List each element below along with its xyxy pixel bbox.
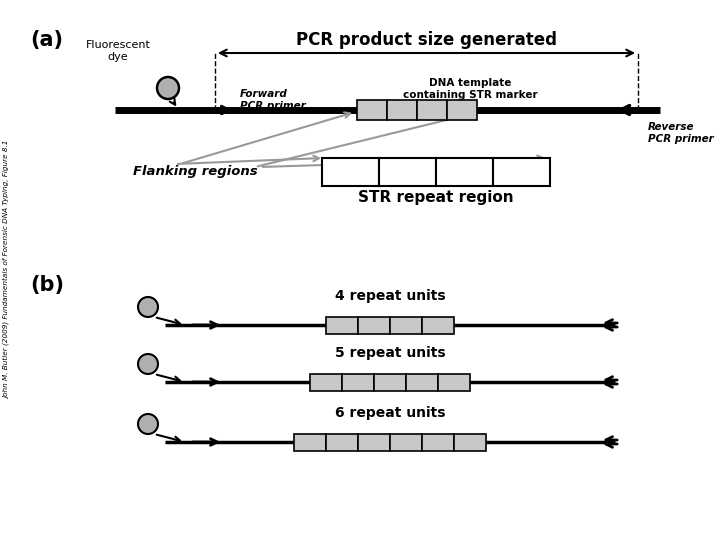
- Text: Forward
PCR primer: Forward PCR primer: [240, 89, 306, 111]
- Bar: [310, 374, 342, 390]
- Circle shape: [138, 297, 158, 317]
- Bar: [390, 316, 422, 334]
- Bar: [374, 374, 406, 390]
- Text: (a): (a): [30, 30, 63, 50]
- Bar: [454, 434, 486, 450]
- Bar: [326, 316, 358, 334]
- Bar: [379, 158, 436, 186]
- Circle shape: [157, 77, 179, 99]
- Text: 4 repeat units: 4 repeat units: [335, 289, 445, 303]
- Bar: [436, 158, 493, 186]
- Bar: [390, 434, 422, 450]
- Bar: [406, 374, 438, 390]
- Bar: [422, 316, 454, 334]
- Text: GATA: GATA: [393, 167, 422, 177]
- Bar: [417, 100, 447, 120]
- Text: GATA: GATA: [507, 167, 536, 177]
- Text: (b): (b): [30, 275, 64, 295]
- Bar: [294, 434, 326, 450]
- Bar: [447, 100, 477, 120]
- Text: 5 repeat units: 5 repeat units: [335, 346, 445, 360]
- Bar: [422, 434, 454, 450]
- Bar: [358, 434, 390, 450]
- Text: STR repeat region: STR repeat region: [358, 190, 514, 205]
- Text: John M. Butler (2009) Fundamentals of Forensic DNA Typing, Figure 8.1: John M. Butler (2009) Fundamentals of Fo…: [4, 141, 10, 399]
- Bar: [358, 316, 390, 334]
- Bar: [438, 374, 470, 390]
- Bar: [342, 374, 374, 390]
- Text: Fluorescent
dye: Fluorescent dye: [86, 40, 150, 62]
- Text: 6 repeat units: 6 repeat units: [335, 406, 445, 420]
- Circle shape: [138, 414, 158, 434]
- Bar: [493, 158, 550, 186]
- Text: GATA: GATA: [336, 167, 365, 177]
- Bar: [326, 434, 358, 450]
- Bar: [322, 158, 379, 186]
- Bar: [387, 100, 417, 120]
- Circle shape: [138, 354, 158, 374]
- Text: GATA: GATA: [450, 167, 479, 177]
- Bar: [357, 100, 387, 120]
- Text: DNA template
containing STR marker: DNA template containing STR marker: [402, 78, 537, 99]
- Text: PCR product size generated: PCR product size generated: [296, 31, 557, 49]
- Text: Flanking regions: Flanking regions: [132, 165, 257, 179]
- Text: Reverse
PCR primer: Reverse PCR primer: [648, 122, 714, 144]
